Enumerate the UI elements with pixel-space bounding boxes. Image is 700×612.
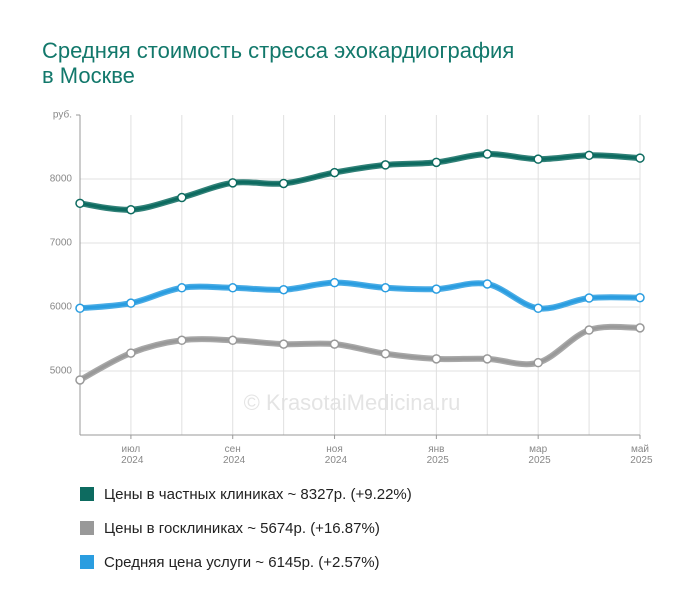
series-line-outline [79,279,641,312]
y-tick-label: 7000 [50,238,73,249]
point [329,167,340,178]
legend-swatch [80,487,94,501]
legend-label: Цены в частных клиниках ~ 8327р. (+9.22%… [104,486,412,503]
legend-label: Цены в госклиниках ~ 5674р. (+16.87%) [104,520,380,537]
point [431,284,442,294]
point [75,303,85,314]
point [177,192,187,203]
x-tick-label: сен 2024 [220,444,245,466]
y-tick-label: 6000 [50,302,73,313]
point [380,283,391,293]
x-tick-label: май 2025 [627,444,652,466]
point [482,279,493,289]
point [227,283,238,293]
point [635,153,645,163]
y-tick-label: 8000 [50,174,73,185]
point [533,154,543,164]
x-tick-label: ноя 2024 [322,444,347,466]
series-line [79,152,641,212]
point [584,293,594,303]
point [177,335,187,346]
point [533,303,543,314]
point [584,150,594,161]
legend-swatch [80,555,94,569]
chart-title: Средняя стоимость стресса эхокардиографи… [42,38,514,63]
y-tick-label: руб. [53,109,72,121]
point [278,339,289,349]
chart-title: в Москве [42,63,135,88]
x-tick-label: янв 2025 [424,444,449,466]
point [329,339,340,349]
point [278,178,289,189]
point [75,375,85,385]
point [635,323,645,333]
legend-label: Средняя цена услуги ~ 6145р. (+2.57%) [104,554,380,571]
x-tick-label: июл 2024 [118,444,143,466]
point [126,204,136,215]
point [482,354,493,364]
point [75,198,85,209]
point [482,149,493,159]
watermark: © KrasotaiMedicina.ru [244,390,461,415]
y-tick-label: 5000 [50,366,73,377]
point [227,335,238,346]
legend-swatch [80,521,94,535]
point [431,354,442,364]
point [380,160,391,170]
point [584,325,594,335]
point [177,283,187,293]
point [126,348,136,358]
point [431,157,442,168]
x-tick-label: мар 2025 [526,444,551,466]
point [227,178,238,188]
point [126,298,136,308]
point [533,357,543,368]
point [278,284,289,295]
point [329,277,340,288]
point [635,292,645,303]
series-line [79,325,641,382]
point [380,348,391,359]
